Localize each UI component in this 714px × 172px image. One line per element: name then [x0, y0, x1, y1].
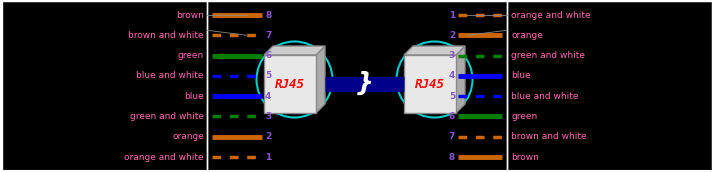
Text: 2: 2: [449, 31, 455, 40]
Text: RJ45: RJ45: [415, 78, 445, 90]
Bar: [507, 1, 712, 171]
Text: 3: 3: [265, 112, 271, 121]
Text: 4: 4: [265, 92, 271, 101]
Text: brown and white: brown and white: [511, 132, 587, 141]
Text: 6: 6: [265, 51, 271, 60]
Text: }: }: [356, 71, 373, 95]
Text: green: green: [178, 51, 204, 60]
Polygon shape: [456, 46, 465, 113]
Text: orange: orange: [172, 132, 204, 141]
Text: 3: 3: [449, 51, 455, 60]
Text: 6: 6: [449, 112, 455, 121]
Text: blue: blue: [184, 92, 204, 101]
Text: 5: 5: [449, 92, 455, 101]
Text: brown: brown: [176, 10, 204, 19]
Text: 8: 8: [265, 10, 271, 19]
Text: brown: brown: [511, 153, 539, 162]
Polygon shape: [264, 46, 325, 55]
Text: blue: blue: [511, 71, 531, 80]
Text: green and white: green and white: [130, 112, 204, 121]
Polygon shape: [404, 46, 465, 55]
Text: brown and white: brown and white: [129, 31, 204, 40]
Text: orange: orange: [511, 31, 543, 40]
Text: RJ45: RJ45: [275, 78, 305, 90]
Text: 2: 2: [265, 132, 271, 141]
Bar: [264, 55, 316, 113]
Text: green and white: green and white: [511, 51, 585, 60]
Text: 5: 5: [265, 71, 271, 80]
Text: blue and white: blue and white: [511, 92, 578, 101]
Text: 1: 1: [449, 10, 455, 19]
Bar: [207, 1, 507, 171]
Text: orange and white: orange and white: [124, 153, 204, 162]
Text: green: green: [511, 112, 537, 121]
Text: 7: 7: [448, 132, 455, 141]
Text: blue and white: blue and white: [136, 71, 204, 80]
Polygon shape: [316, 46, 325, 113]
Text: 1: 1: [265, 153, 271, 162]
Text: orange and white: orange and white: [511, 10, 590, 19]
Bar: [2, 1, 207, 171]
Text: 7: 7: [265, 31, 271, 40]
Bar: [404, 55, 456, 113]
Text: 8: 8: [449, 153, 455, 162]
Text: 4: 4: [448, 71, 455, 80]
